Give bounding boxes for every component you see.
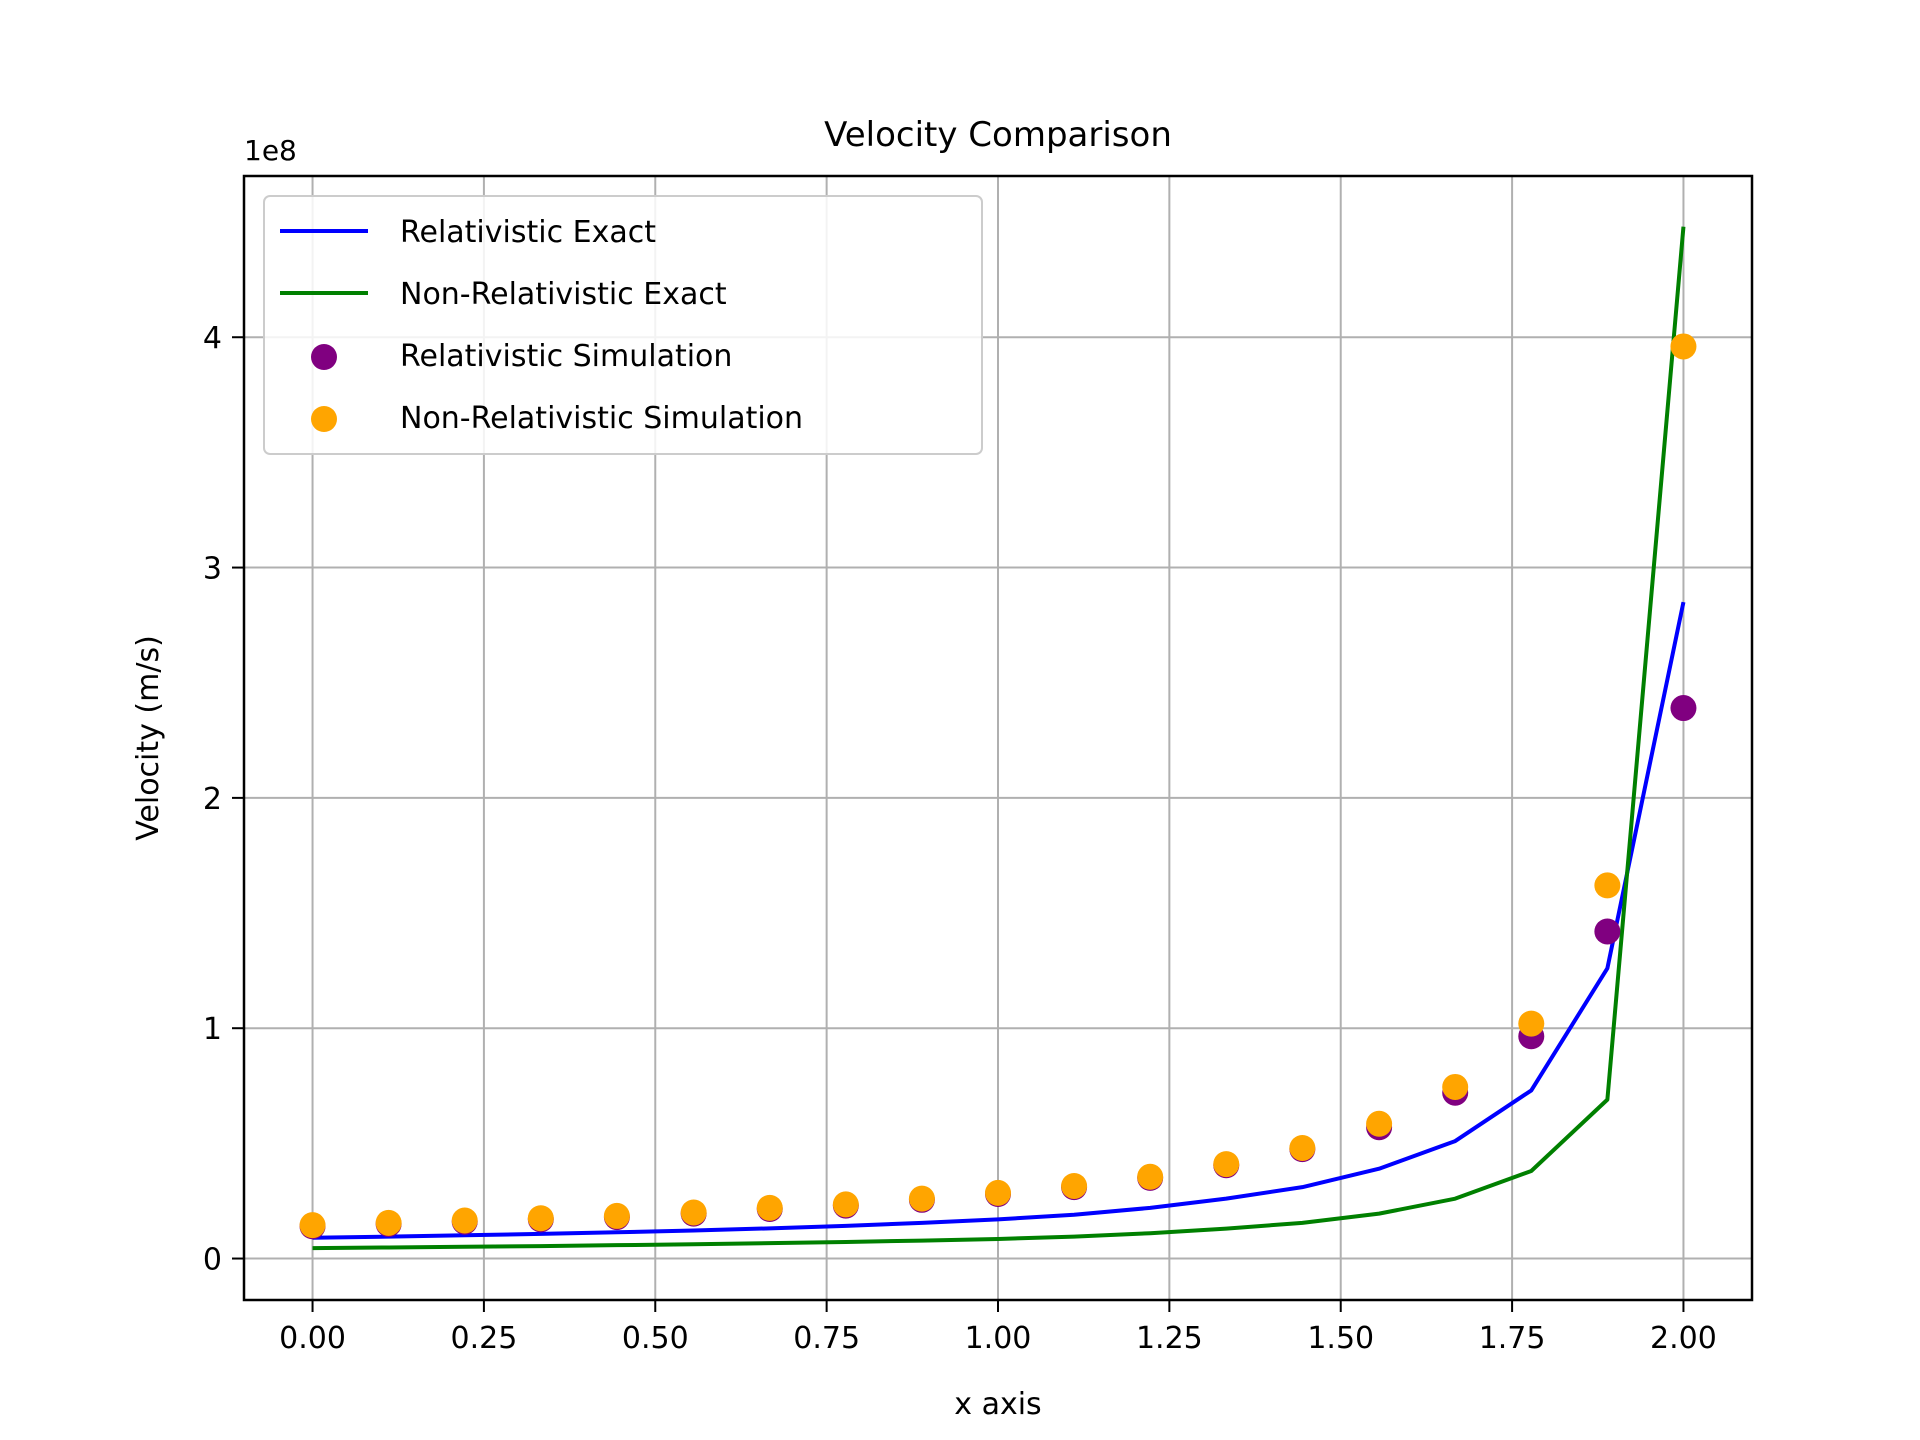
data-point	[680, 1199, 707, 1226]
data-point	[1594, 918, 1621, 945]
y-axis-offset-label: 1e8	[244, 134, 297, 167]
data-point	[1061, 1172, 1088, 1199]
legend-label: Non-Relativistic Exact	[400, 277, 727, 312]
x-axis-label: x axis	[954, 1387, 1041, 1422]
y-tick-label: 2	[203, 782, 222, 817]
x-tick-label: 0.00	[279, 1321, 346, 1356]
x-tick-label: 0.50	[622, 1321, 689, 1356]
legend-item: Relativistic Simulation	[311, 339, 732, 374]
legend-label: Relativistic Exact	[400, 215, 656, 250]
legend-marker-swatch	[311, 406, 337, 432]
legend-label: Relativistic Simulation	[400, 339, 732, 374]
data-point	[451, 1207, 478, 1234]
data-point	[832, 1191, 859, 1218]
series-line	[312, 226, 1686, 1251]
series-line	[312, 601, 1686, 1240]
x-tick-label: 1.25	[1136, 1321, 1203, 1356]
legend-box	[263, 195, 983, 455]
x-tick-label: 0.75	[793, 1321, 860, 1356]
x-tick-label: 1.75	[1479, 1321, 1546, 1356]
y-tick-label: 1	[203, 1012, 222, 1047]
data-point	[1137, 1163, 1164, 1190]
data-point	[1670, 695, 1697, 722]
data-point	[1213, 1151, 1240, 1178]
data-point	[603, 1202, 630, 1229]
x-tick-label: 2.00	[1650, 1321, 1717, 1356]
data-point	[1518, 1010, 1545, 1037]
axes: 0.00 0.25 0.50 0.75 1.00 1.25 1.50 1.75 2.00 0 1 2 3…	[203, 174, 1754, 1356]
series-non-relativistic-exact	[312, 226, 1686, 1251]
data-point	[1442, 1073, 1469, 1100]
data-point	[1366, 1110, 1393, 1137]
data-point	[1670, 333, 1697, 360]
series-relativistic-exact	[312, 601, 1686, 1240]
data-point	[908, 1185, 935, 1212]
chart-title: Velocity Comparison	[824, 115, 1172, 155]
data-point	[985, 1179, 1011, 1206]
series-non-relativistic-simulation	[299, 333, 1697, 1239]
legend: Relativistic Exact Non-Relativistic Exact…	[263, 195, 983, 455]
legend-item: Relativistic Exact	[280, 215, 656, 250]
x-tick-label: 1.50	[1307, 1321, 1374, 1356]
legend-marker-swatch	[311, 344, 337, 370]
y-axis-label: Velocity (m/s)	[131, 635, 166, 841]
y-tick-label: 0	[203, 1243, 222, 1278]
data-point	[756, 1194, 783, 1221]
plot-area	[299, 226, 1697, 1251]
legend-item: Non-Relativistic Exact	[280, 277, 727, 312]
legend-label: Non-Relativistic Simulation	[400, 401, 803, 436]
data-point	[1594, 872, 1621, 899]
x-tick-label: 0.25	[451, 1321, 518, 1356]
data-point	[527, 1205, 554, 1232]
data-point	[299, 1212, 326, 1239]
y-tick-label: 4	[203, 321, 222, 356]
data-point	[1289, 1134, 1316, 1161]
legend-item: Non-Relativistic Simulation	[311, 401, 803, 436]
x-tick-label: 1.00	[965, 1321, 1032, 1356]
y-tick-label: 3	[203, 552, 222, 587]
data-point	[375, 1209, 402, 1236]
